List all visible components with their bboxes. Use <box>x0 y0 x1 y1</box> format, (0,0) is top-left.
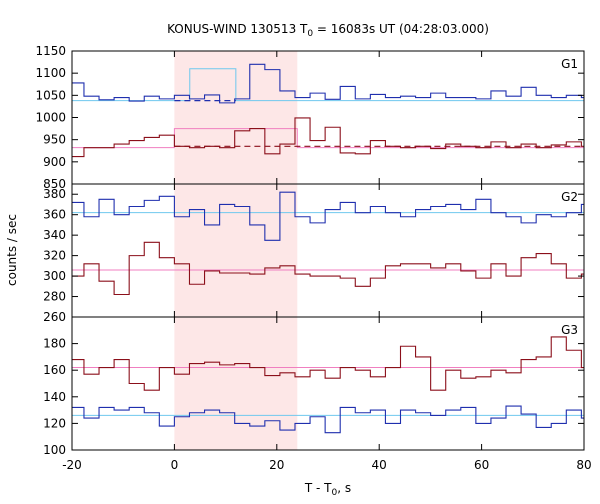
panel-g3: 100 120 140 160 180 G3 <box>43 316 585 457</box>
x-tick-label: 60 <box>474 458 489 472</box>
y-tick-label: 280 <box>43 290 66 304</box>
chart-title: KONUS-WIND 130513 T0 = 16083s UT (04:28:… <box>167 22 489 39</box>
shaded-interval <box>174 51 298 450</box>
y-tick-label: 1100 <box>35 66 66 80</box>
y-tick-label: 120 <box>43 416 66 430</box>
x-tick-label: -20 <box>62 458 82 472</box>
panel-frame-g2 <box>71 183 585 318</box>
y-tick-label: 380 <box>43 187 66 201</box>
panel-g2: 260 280 300 320 340 360 380 G2 <box>43 183 585 324</box>
panel-label: G2 <box>561 190 578 204</box>
panel-label: G3 <box>561 323 578 337</box>
series-blue-g2 <box>72 191 584 241</box>
series-blue-g1 <box>72 63 584 104</box>
x-axis-label: T - T0, s <box>304 481 351 498</box>
y-tick-label: 1150 <box>35 44 66 58</box>
chart-title-prefix: KONUS-WIND 130513 T <box>167 22 308 36</box>
chart-title-subscript: 0 <box>307 29 313 39</box>
series-blue-g3 <box>72 405 584 434</box>
x-axis-label-suffix: , s <box>337 481 351 495</box>
y-tick-label: 100 <box>43 443 66 457</box>
y-tick-label: 360 <box>43 208 66 222</box>
series-red-g3 <box>72 336 584 391</box>
y-tick-label: 320 <box>43 249 66 263</box>
y-tick-label: 1000 <box>35 111 66 125</box>
y-tick-label: 950 <box>43 133 66 147</box>
x-tick-label: 80 <box>576 458 591 472</box>
panel-frame-g1 <box>71 50 585 185</box>
x-axis-label-prefix: T - T <box>304 481 332 495</box>
x-tick-label: 20 <box>269 458 284 472</box>
y-tick-label: 160 <box>43 363 66 377</box>
x-tick-label: 0 <box>171 458 179 472</box>
panel-frame-g3 <box>71 316 585 451</box>
panel-label: G1 <box>561 57 578 71</box>
x-tick-label: 40 <box>372 458 387 472</box>
series-red-g2 <box>72 241 584 296</box>
fit-line-light_blue-g1 <box>72 68 584 102</box>
y-tick-label: 300 <box>43 269 66 283</box>
y-tick-label: 140 <box>43 390 66 404</box>
fit-line-pink-g1 <box>72 128 584 149</box>
y-tick-label: 340 <box>43 228 66 242</box>
y-tick-label: 850 <box>43 177 66 191</box>
y-tick-label: 260 <box>43 310 66 324</box>
x-axis-label-subscript: 0 <box>332 488 338 498</box>
y-tick-label: 180 <box>43 337 66 351</box>
y-tick-label: 900 <box>43 155 66 169</box>
panel-g1: 850 900 950 1000 1050 1100 1150 G1 <box>35 44 585 191</box>
y-tick-label: 1050 <box>35 88 66 102</box>
series-red-g1 <box>72 117 584 158</box>
y-axis-label: counts / sec <box>5 214 19 286</box>
chart-title-suffix: = 16083s UT (04:28:03.000) <box>313 22 489 36</box>
